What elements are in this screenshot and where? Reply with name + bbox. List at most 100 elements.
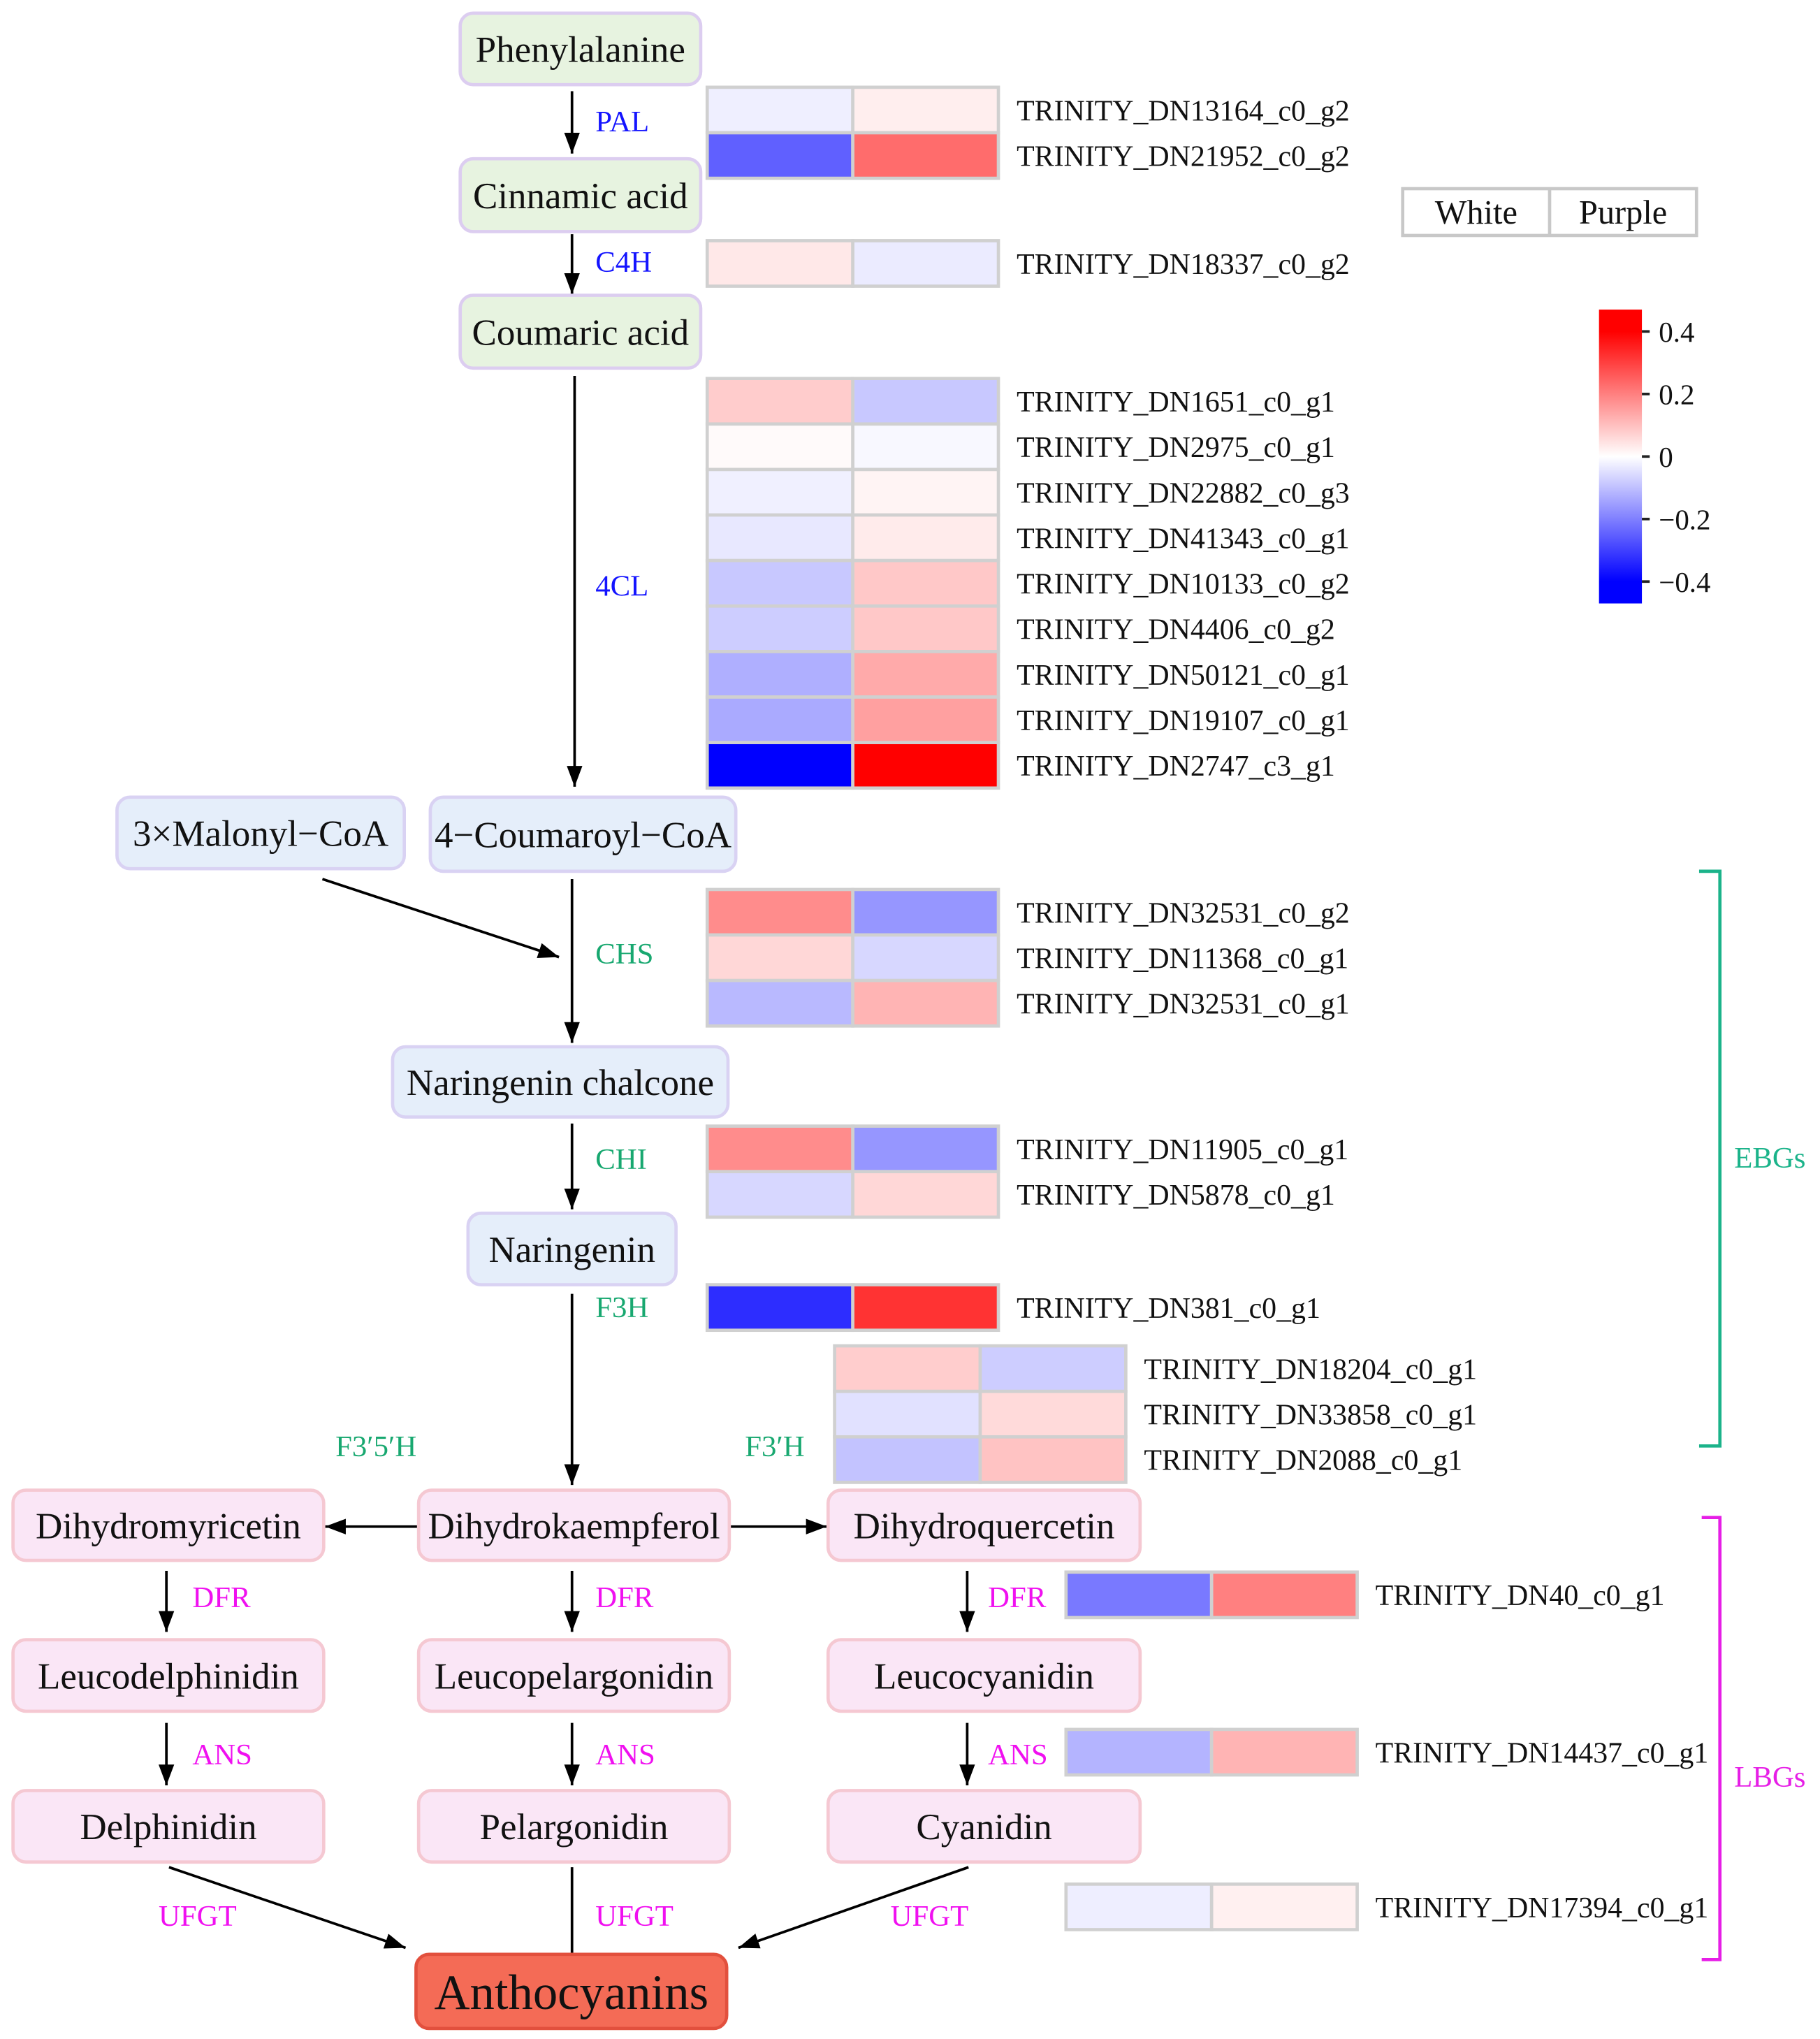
heatmap-row: TRINITY_DN2088_c0_g1 (833, 1435, 1462, 1484)
heatmap-row: TRINITY_DN50121_c0_g1 (705, 650, 1350, 699)
heatmap-cell-purple (851, 650, 1000, 699)
gene-label: TRINITY_DN50121_c0_g1 (1017, 660, 1350, 692)
heatmap-row: TRINITY_DN381_c0_g1 (705, 1283, 1320, 1333)
gene-label: TRINITY_DN4406_c0_g2 (1017, 614, 1335, 646)
heatmap-row: TRINITY_DN2975_c0_g1 (705, 422, 1335, 472)
compound-box (11, 1789, 326, 1864)
enzyme-label-dfr: DFR (192, 1581, 251, 1614)
column-label-purple: Purple (1579, 194, 1667, 231)
heatmap-cell-purple (851, 558, 1000, 608)
compound-label: Delphinidin (80, 1807, 256, 1848)
gene-label: TRINITY_DN40_c0_g1 (1376, 1580, 1665, 1612)
colorbar-tick-label: 0 (1659, 442, 1673, 473)
gene-label: TRINITY_DN17394_c0_g1 (1376, 1892, 1709, 1924)
compound-leucopelargonidin: Leucopelargonidin (416, 1638, 731, 1713)
heatmap-cell-white (705, 85, 854, 135)
gene-label: TRINITY_DN18204_c0_g1 (1144, 1354, 1477, 1386)
heatmap-row: TRINITY_DN11368_c0_g1 (705, 933, 1348, 982)
heatmap-row: TRINITY_DN19107_c0_g1 (705, 695, 1350, 744)
gene-label: TRINITY_DN14437_c0_g1 (1376, 1737, 1709, 1769)
enzyme-label-pal: PAL (595, 106, 649, 138)
heatmap-cell-purple (978, 1389, 1128, 1439)
heatmap-cell-purple (851, 1170, 1000, 1219)
heatmap-row: TRINITY_DN33858_c0_g1 (833, 1389, 1477, 1439)
heatmap-cell-purple (851, 467, 1000, 517)
heatmap-row: TRINITY_DN32531_c0_g2 (705, 887, 1350, 937)
heatmap-block-four-cl: TRINITY_DN1651_c0_g1 TRINITY_DN2975_c0_g1… (705, 377, 1350, 790)
compound-leucocyanidin: Leucocyanidin (826, 1638, 1142, 1713)
heatmap-row: TRINITY_DN40_c0_g1 (1064, 1570, 1665, 1620)
heatmap-cell-white (705, 513, 854, 563)
heatmap-cell-white (833, 1344, 982, 1393)
heatmap-row: TRINITY_DN11905_c0_g1 (705, 1124, 1348, 1174)
compound-delphinidin: Delphinidin (11, 1789, 326, 1864)
compound-box (458, 293, 703, 370)
gene-label: TRINITY_DN32531_c0_g1 (1017, 989, 1350, 1021)
compound-label: Naringenin chalcone (407, 1063, 714, 1103)
arrow-ufgt-left (168, 1866, 407, 1950)
heatmap-block-f3h: TRINITY_DN381_c0_g1 (705, 1283, 1320, 1333)
enzyme-label-dfr: DFR (595, 1581, 654, 1614)
heatmap-cell-purple (851, 1283, 1000, 1333)
heatmap-cell-white (1064, 1727, 1214, 1777)
compound-naringenin: Naringenin (466, 1211, 678, 1286)
gene-label: TRINITY_DN2747_c3_g1 (1017, 750, 1335, 783)
heatmap-block-c4h: TRINITY_DN18337_c0_g2 (705, 239, 1350, 288)
compound-box (826, 1488, 1142, 1562)
gene-label: TRINITY_DN11905_c0_g1 (1017, 1134, 1348, 1166)
heatmap-cell-white (1064, 1570, 1214, 1620)
compound-box (416, 1638, 731, 1713)
heatmap-row: TRINITY_DN10133_c0_g2 (705, 558, 1350, 608)
colorbar (1599, 310, 1643, 604)
heatmap-cell-purple (851, 978, 1000, 1028)
column-legend: White Purple (1401, 187, 1698, 238)
heatmap-cell-white (705, 604, 854, 653)
heatmap-cell-white (705, 467, 854, 517)
heatmap-cell-white (705, 741, 854, 790)
colorbar-tick-label: 0.4 (1659, 317, 1694, 348)
heatmap-row: TRINITY_DN2747_c3_g1 (705, 741, 1335, 790)
heatmap-cell-purple (1209, 1570, 1359, 1620)
compound-malonyl-coa: 3×Malonyl−CoA (115, 795, 407, 871)
gene-label: TRINITY_DN381_c0_g1 (1017, 1293, 1320, 1325)
enzyme-labels-early: CHS CHI F3H F3′5′H F3′H (335, 938, 805, 1463)
heatmap-row: TRINITY_DN18204_c0_g1 (833, 1344, 1477, 1393)
heatmap-cell-white (705, 422, 854, 472)
arrow-malonyl-to-chs (321, 878, 560, 959)
gene-label: TRINITY_DN2088_c0_g1 (1144, 1445, 1462, 1477)
bracket-line (1698, 869, 1722, 1448)
heatmap-cell-white (705, 695, 854, 744)
compound-box (11, 1488, 326, 1562)
enzyme-label-dfr: DFR (988, 1581, 1047, 1614)
bracket-line (1701, 1516, 1722, 1961)
heatmap-block-pal: TRINITY_DN13164_c0_g2 TRINITY_DN21952_c0_… (705, 85, 1350, 180)
heatmap-cell-purple (1209, 1882, 1359, 1931)
heatmap-block-f3h-prime: TRINITY_DN18204_c0_g1 TRINITY_DN33858_c0_… (833, 1344, 1477, 1484)
enzyme-label-4cl: 4CL (595, 569, 648, 602)
compound-box (428, 795, 738, 873)
heatmap-cell-white (705, 1124, 854, 1174)
heatmap-cell-purple (851, 131, 1000, 180)
heatmap-cell-purple (851, 513, 1000, 563)
compound-label: Cyanidin (916, 1807, 1051, 1848)
heatmap-row: TRINITY_DN13164_c0_g2 (705, 85, 1350, 135)
heatmap-cell-purple (851, 604, 1000, 653)
heatmap-cell-white (705, 978, 854, 1028)
colorbar-tick-label: −0.4 (1659, 567, 1710, 598)
heatmap-cell-white (705, 650, 854, 699)
compound-naringenin-chalcone: Naringenin chalcone (391, 1045, 730, 1119)
gene-label: TRINITY_DN5878_c0_g1 (1017, 1180, 1335, 1212)
reaction-arrows (159, 91, 975, 1987)
compound-cinnamic-acid: Cinnamic acid (458, 157, 703, 233)
compound-box (826, 1638, 1142, 1713)
compound-box (115, 795, 407, 871)
heatmap-cell-white (1064, 1882, 1214, 1931)
heatmap-cell-white (833, 1435, 982, 1484)
gene-label: TRINITY_DN19107_c0_g1 (1017, 705, 1350, 737)
enzyme-label-ans: ANS (192, 1739, 252, 1771)
gene-label: TRINITY_DN41343_c0_g1 (1017, 523, 1350, 555)
compound-box (826, 1789, 1142, 1864)
compound-coumaric-acid: Coumaric acid (458, 293, 703, 370)
